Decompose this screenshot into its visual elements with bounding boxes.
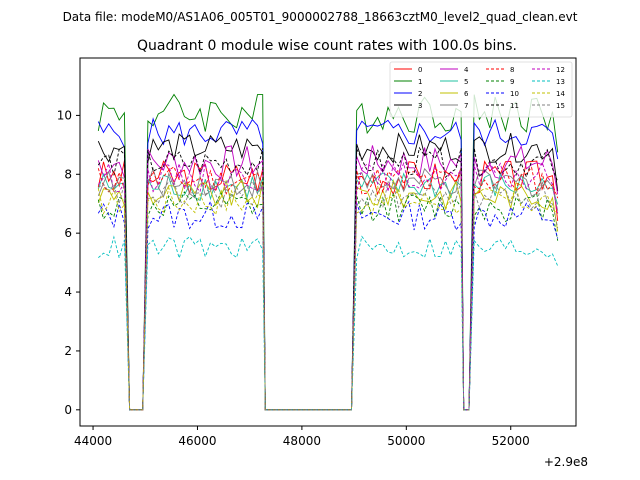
- series-line-6: [97, 179, 559, 411]
- series-line-0: [97, 160, 559, 411]
- chart-title: Quadrant 0 module wise count rates with …: [137, 38, 517, 54]
- legend-label-6: 6: [464, 90, 469, 98]
- legend-label-12: 12: [556, 66, 565, 74]
- x-tick-label: 46000: [178, 434, 216, 448]
- y-tick-label: 6: [64, 226, 72, 240]
- legend-box: [389, 61, 573, 118]
- chart-suptitle: Data file: modeM0/AS1A06_005T01_90000027…: [63, 10, 578, 24]
- series-lines: [97, 93, 559, 411]
- series-line-5: [97, 172, 559, 411]
- legend-label-9: 9: [510, 78, 514, 86]
- legend-label-1: 1: [418, 78, 422, 86]
- series-line-9: [97, 191, 559, 411]
- series-line-15: [98, 180, 559, 411]
- legend-label-11: 11: [510, 102, 519, 110]
- series-line-4: [97, 145, 559, 411]
- legend-label-4: 4: [464, 66, 469, 74]
- series-line-3: [97, 132, 559, 411]
- legend-label-2: 2: [418, 90, 422, 98]
- series-line-14: [97, 185, 559, 411]
- x-tick-label: 52000: [492, 434, 530, 448]
- series-line-2: [97, 117, 559, 411]
- series-line-7: [97, 166, 559, 411]
- x-tick-label: 44000: [74, 434, 112, 448]
- legend-label-13: 13: [556, 78, 565, 86]
- legend-label-7: 7: [464, 102, 468, 110]
- legend-label-15: 15: [556, 102, 565, 110]
- legend-label-0: 0: [418, 66, 422, 74]
- y-axis: 0 2 4 6 8 10: [57, 108, 80, 417]
- y-tick-label: 2: [64, 344, 72, 358]
- x-offset-label: +2.9e8: [544, 455, 588, 469]
- series-line-11: [97, 146, 559, 411]
- series-line-10: [97, 200, 559, 411]
- series-line-8: [97, 166, 559, 411]
- legend-label-10: 10: [510, 90, 519, 98]
- legend-label-3: 3: [418, 102, 422, 110]
- x-axis: 44000 46000 48000 50000 52000: [74, 426, 530, 448]
- series-line-12: [97, 161, 559, 411]
- x-tick-label: 50000: [387, 434, 425, 448]
- y-tick-label: 10: [57, 108, 72, 122]
- x-tick-label: 48000: [283, 434, 321, 448]
- series-line-13: [98, 235, 559, 411]
- legend-label-5: 5: [464, 78, 468, 86]
- plot-area: [79, 57, 577, 427]
- series-line-1: [97, 93, 559, 411]
- legend-label-8: 8: [510, 66, 514, 74]
- legend-label-14: 14: [556, 90, 565, 98]
- y-tick-label: 4: [64, 285, 72, 299]
- y-tick-label: 0: [64, 403, 72, 417]
- y-tick-label: 8: [64, 167, 72, 181]
